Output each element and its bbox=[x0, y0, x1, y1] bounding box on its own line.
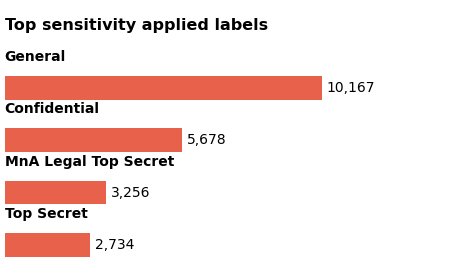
Text: MnA Legal Top Secret: MnA Legal Top Secret bbox=[5, 155, 174, 168]
Text: Top sensitivity applied labels: Top sensitivity applied labels bbox=[5, 18, 268, 33]
Text: 2,734: 2,734 bbox=[95, 238, 134, 252]
Text: Confidential: Confidential bbox=[5, 102, 100, 116]
Bar bbox=[5, 181, 106, 204]
Text: 3,256: 3,256 bbox=[111, 185, 150, 200]
Text: Top Secret: Top Secret bbox=[5, 207, 87, 221]
Bar bbox=[5, 233, 90, 257]
Text: 5,678: 5,678 bbox=[187, 133, 226, 147]
Bar bbox=[5, 76, 322, 100]
Text: 10,167: 10,167 bbox=[327, 81, 375, 95]
Bar bbox=[5, 128, 182, 152]
Text: General: General bbox=[5, 50, 66, 64]
